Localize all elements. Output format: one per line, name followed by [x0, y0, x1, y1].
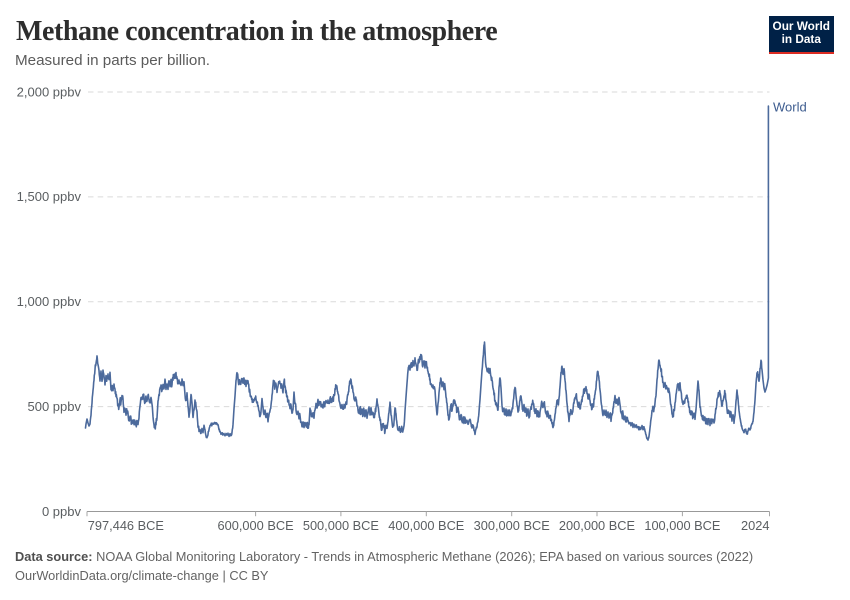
svg-text:2024: 2024 — [741, 518, 769, 533]
svg-text:600,000 BCE: 600,000 BCE — [218, 518, 294, 533]
svg-text:797,446 BCE: 797,446 BCE — [88, 518, 164, 533]
svg-text:200,000 BCE: 200,000 BCE — [559, 518, 635, 533]
svg-text:300,000 BCE: 300,000 BCE — [474, 518, 550, 533]
svg-text:500 ppbv: 500 ppbv — [28, 399, 82, 414]
svg-text:World: World — [773, 100, 807, 115]
svg-text:400,000 BCE: 400,000 BCE — [388, 518, 464, 533]
svg-text:1,000 ppbv: 1,000 ppbv — [17, 294, 82, 309]
svg-text:2,000 ppbv: 2,000 ppbv — [17, 84, 82, 99]
svg-text:500,000 BCE: 500,000 BCE — [303, 518, 379, 533]
svg-text:0 ppbv: 0 ppbv — [42, 504, 82, 519]
svg-text:100,000 BCE: 100,000 BCE — [644, 518, 720, 533]
svg-text:1,500 ppbv: 1,500 ppbv — [17, 189, 82, 204]
